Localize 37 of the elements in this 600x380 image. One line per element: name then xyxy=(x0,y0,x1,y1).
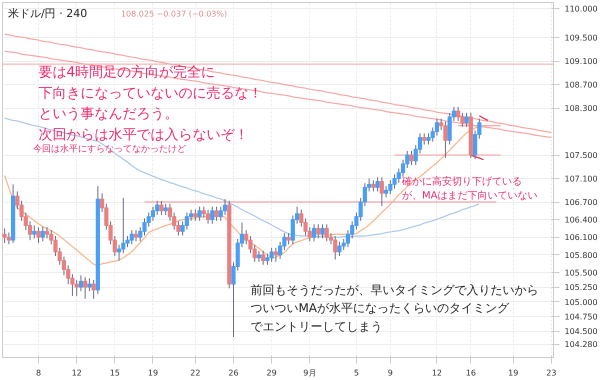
y-tick-label: 105.000 xyxy=(564,298,598,307)
y-tick-label: 106.400 xyxy=(564,216,598,225)
x-tick-label: 15 xyxy=(110,368,120,378)
x-tick-label: 16 xyxy=(466,368,476,378)
y-tick-label: 110.000 xyxy=(564,4,598,14)
y-tick-label: 106.700 xyxy=(564,198,598,208)
y-tick-label: 108.700 xyxy=(564,80,598,90)
text: 108.025 −0.037 (−0.03%) xyxy=(120,10,228,19)
x-tick-label: 23 xyxy=(546,368,556,378)
y-tick-label: 105.500 xyxy=(564,268,598,278)
y-tick-label: 109.100 xyxy=(564,57,598,66)
x-tick-label: 5 xyxy=(354,368,359,378)
y-tick-label: 107.500 xyxy=(564,151,598,160)
y-tick-label: 108.300 xyxy=(564,104,598,114)
y-tick-label: 109.500 xyxy=(564,34,598,43)
x-tick-label: 9月 xyxy=(303,368,316,378)
x-tick-label: 19 xyxy=(508,368,518,378)
annotation: 確かに高安切り下げているが、MAはまだ下向いていない xyxy=(400,175,538,202)
y-tick-label: 106.100 xyxy=(564,233,598,242)
y-tick-label: 107.100 xyxy=(564,174,598,184)
x-tick-label: 19 xyxy=(148,368,158,378)
y-tick-label: 105.250 xyxy=(564,283,598,292)
y-tick-label: 104.750 xyxy=(564,312,598,322)
y-tick-label: 104.500 xyxy=(564,327,598,336)
y-tick-label: 104.280 xyxy=(564,340,598,350)
x-tick-label: 22 xyxy=(190,368,200,378)
x-tick-label: 12 xyxy=(72,368,82,378)
x-tick-label: 8 xyxy=(36,368,42,378)
annotation: 今回は水平にすらなってなかったけど xyxy=(32,144,186,154)
chart-title: 米ドル/円 · 240 xyxy=(8,6,88,20)
x-tick-label: 9 xyxy=(388,368,393,378)
y-tick-label: 105.800 xyxy=(564,250,598,260)
annotation: 前回もそうだったが、早いタイミングで入りたいからついついMAが水平になったくらいのタイミングでエントリーしてしまう xyxy=(250,282,538,334)
x-tick-label: 12 xyxy=(432,368,442,378)
x-tick-label: 29 xyxy=(266,368,277,378)
annotation: 要は4時間足の方向が完全に下向きになっていないのに売るな！という事なんだろう。次回からは水平では入らないぞ！ xyxy=(38,64,262,144)
x-tick-label: 26 xyxy=(228,368,239,378)
